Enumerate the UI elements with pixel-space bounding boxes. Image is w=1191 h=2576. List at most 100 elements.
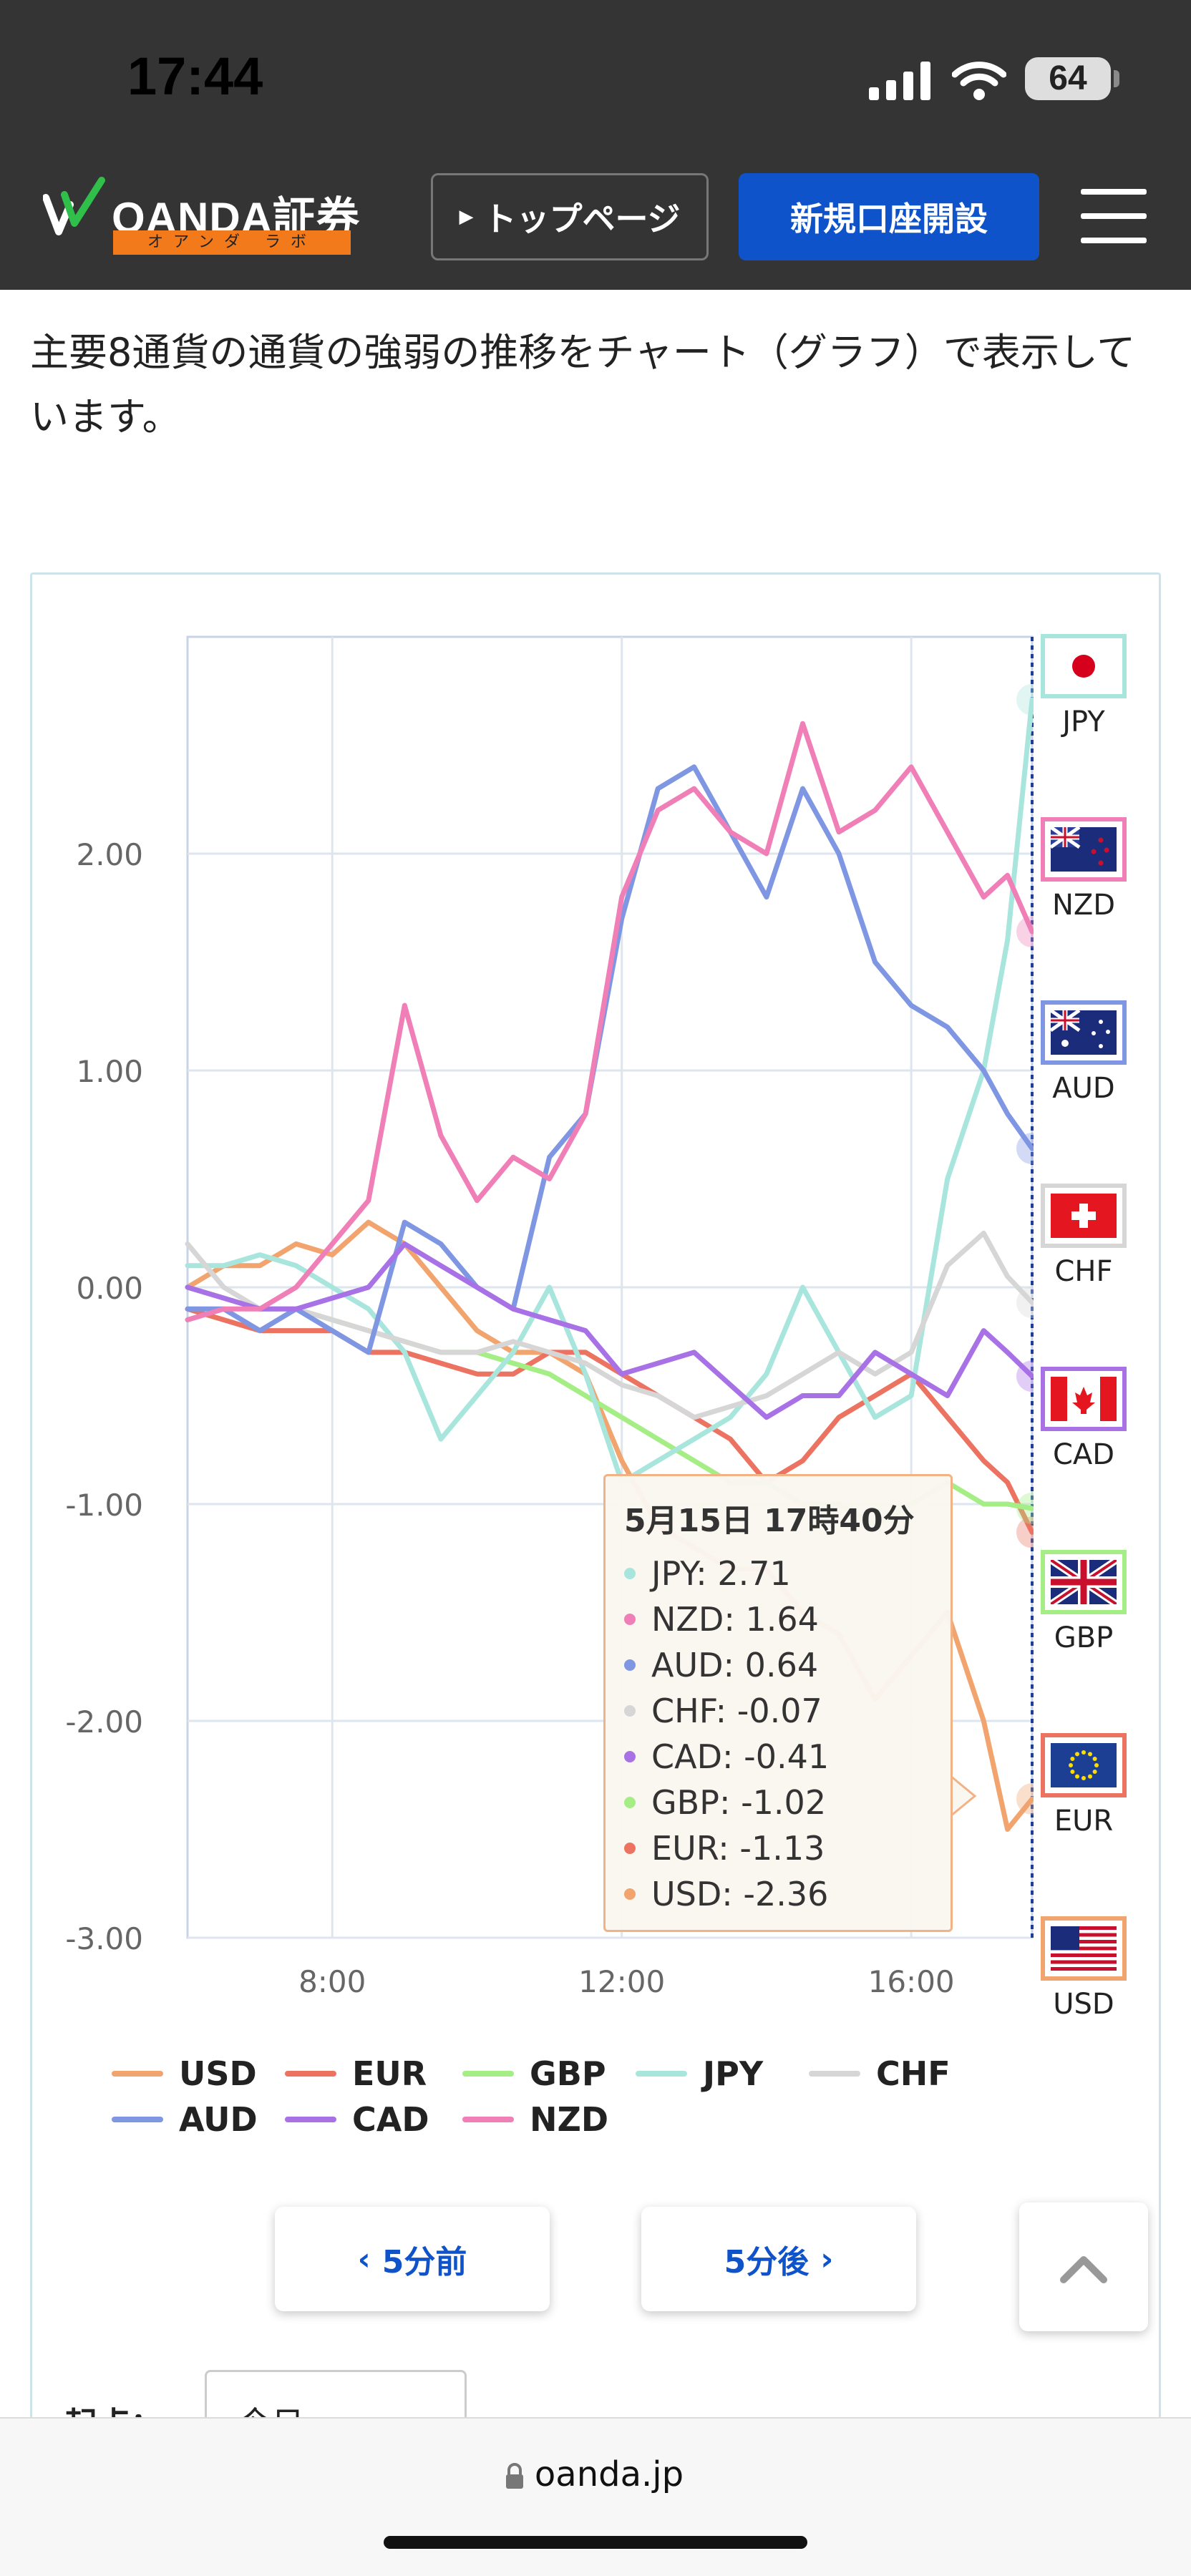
legend-item-aud[interactable]: AUD xyxy=(112,2098,258,2141)
battery-icon: 64 xyxy=(1025,57,1111,100)
flag-cad-icon[interactable] xyxy=(1041,1367,1127,1431)
axis-labels: 2.00 1.00 0.00 -1.00 -2.00 -3.00 8:00 12:00 16:0… xyxy=(65,837,954,1999)
flag-aud-icon[interactable] xyxy=(1041,1000,1127,1065)
y-tick-label: -3.00 xyxy=(65,1921,143,1956)
tooltip-rows: JPY: 2.71 NZD: 1.64 AUD: 0.64 CHF: -0.07 CAD… xyxy=(624,1551,932,1917)
wifi-icon xyxy=(952,62,1006,100)
x-tick-label: 8:00 xyxy=(298,1964,366,1999)
open-account-button[interactable]: 新規口座開設 xyxy=(739,173,1039,260)
tooltip-value: GBP: -1.02 xyxy=(651,1783,827,1822)
legend-item-eur[interactable]: EUR xyxy=(285,2052,427,2095)
tooltip-dot xyxy=(624,1614,636,1625)
legend-item-chf[interactable]: CHF xyxy=(809,2052,951,2095)
chevron-left-icon: ‹ xyxy=(357,2240,371,2278)
prev-5min-button[interactable]: ‹ 5分前 xyxy=(275,2207,550,2311)
legend-item-cad[interactable]: CAD xyxy=(285,2098,429,2141)
flag-label-chf: CHF xyxy=(1054,1255,1113,1288)
flag-label-aud: AUD xyxy=(1052,1072,1115,1105)
flag-label-cad: CAD xyxy=(1052,1438,1115,1471)
tooltip-value: JPY: 2.71 xyxy=(651,1554,791,1593)
next-5min-button[interactable]: 5分後 › xyxy=(641,2207,916,2311)
series-line-cad[interactable] xyxy=(185,1241,1034,1420)
legend-label: EUR xyxy=(352,2054,427,2093)
tooltip-dot xyxy=(624,1843,636,1854)
chart-card xyxy=(30,572,1161,2547)
tooltip-row: EUR: -1.13 xyxy=(624,1825,932,1871)
next-5min-label: 5分後 xyxy=(724,2244,810,2280)
tooltip-value: CAD: -0.41 xyxy=(651,1737,830,1776)
url-domain: oanda.jp xyxy=(534,2454,684,2494)
hover-point-gbp xyxy=(1016,1493,1034,1525)
legend-item-jpy[interactable]: JPY xyxy=(636,2052,763,2095)
legend-label: CAD xyxy=(352,2100,429,2139)
flag-usd-icon[interactable] xyxy=(1041,1916,1127,1981)
signal-icon xyxy=(869,62,930,100)
chevron-right-icon: › xyxy=(820,2240,834,2278)
hover-point-cad xyxy=(1016,1360,1034,1392)
legend-label: NZD xyxy=(530,2100,609,2139)
home-indicator xyxy=(384,2536,807,2549)
toppage-button[interactable]: ▶ トップページ xyxy=(431,173,709,260)
tooltip-title: 5月15日 17時40分 xyxy=(624,1503,915,1539)
tooltip-pointer xyxy=(950,1775,977,1818)
legend-item-gbp[interactable]: GBP xyxy=(462,2052,606,2095)
legend-swatch xyxy=(809,2071,860,2077)
tooltip-row: USD: -2.36 xyxy=(624,1871,932,1917)
flag-chf-icon[interactable] xyxy=(1041,1184,1127,1248)
flag-gbp-icon[interactable] xyxy=(1041,1550,1127,1614)
flag-nzd-icon[interactable] xyxy=(1041,817,1127,882)
flag-label-jpy: JPY xyxy=(1062,706,1105,738)
browser-url-bar[interactable] xyxy=(0,2417,1191,2576)
series-line-chf[interactable] xyxy=(185,1230,1034,1420)
x-tick-label: 16:00 xyxy=(868,1964,955,1999)
chart-tooltip: 5月15日 17時40分 JPY: 2.71 NZD: 1.64 AUD: 0.64… xyxy=(603,1474,953,1932)
tooltip-dot xyxy=(624,1568,636,1579)
legend-swatch xyxy=(285,2117,336,2122)
tooltip-row: JPY: 2.71 xyxy=(624,1551,932,1596)
status-time: 17:44 xyxy=(127,47,263,106)
flag-jpy-icon[interactable] xyxy=(1041,634,1127,698)
logo-subtitle: オアンダ ラボ xyxy=(113,230,351,255)
series-line-aud[interactable] xyxy=(185,764,1034,1355)
flag-label-gbp: GBP xyxy=(1054,1621,1114,1654)
hover-point-chf xyxy=(1016,1287,1034,1319)
legend-label: JPY xyxy=(703,2054,764,2093)
legend-swatch xyxy=(636,2071,687,2077)
scroll-to-top-button[interactable] xyxy=(1019,2202,1148,2331)
tooltip-dot xyxy=(624,1888,636,1900)
tooltip-value: EUR: -1.13 xyxy=(651,1829,825,1868)
legend-item-nzd[interactable]: NZD xyxy=(462,2098,608,2141)
flag-label-usd: USD xyxy=(1053,1988,1114,2021)
y-tick-label: -1.00 xyxy=(65,1488,143,1523)
tooltip-row: NZD: 1.64 xyxy=(624,1596,932,1642)
series-line-nzd[interactable] xyxy=(185,721,1034,1322)
tooltip-row: CHF: -0.07 xyxy=(624,1688,932,1734)
legend-swatch xyxy=(112,2071,163,2077)
tooltip-row: GBP: -1.02 xyxy=(624,1780,932,1825)
hamburger-menu-icon[interactable] xyxy=(1081,189,1147,243)
hover-point-nzd xyxy=(1016,916,1034,948)
url-text: oanda.jp xyxy=(0,2454,1191,2494)
x-tick-label: 12:00 xyxy=(578,1964,665,1999)
chevron-up-icon xyxy=(1060,2256,1107,2283)
y-tick-label: 1.00 xyxy=(76,1054,143,1089)
hover-point-jpy xyxy=(1016,683,1034,716)
legend-label: CHF xyxy=(876,2054,951,2093)
prev-5min-label: 5分前 xyxy=(381,2244,467,2280)
legend-swatch xyxy=(462,2071,514,2077)
flag-label-nzd: NZD xyxy=(1051,889,1116,922)
oanda-logo-icon[interactable] xyxy=(43,176,107,236)
toppage-label: トップページ xyxy=(483,200,681,238)
legend-swatch xyxy=(285,2071,336,2077)
tooltip-dot xyxy=(624,1659,636,1671)
tooltip-value: AUD: 0.64 xyxy=(651,1646,819,1684)
flag-label-eur: EUR xyxy=(1054,1805,1114,1838)
tooltip-dot xyxy=(624,1751,636,1762)
flag-eur-icon[interactable] xyxy=(1041,1733,1127,1797)
legend-item-usd[interactable]: USD xyxy=(112,2052,257,2095)
battery-tip xyxy=(1114,70,1119,87)
tooltip-value: NZD: 1.64 xyxy=(651,1600,819,1639)
lock-icon xyxy=(506,2463,523,2489)
tooltip-dot xyxy=(624,1705,636,1717)
intro-text: 主要8通貨の通貨の強弱の推移をチャート（グラフ）で表示しています。 xyxy=(30,330,1136,439)
